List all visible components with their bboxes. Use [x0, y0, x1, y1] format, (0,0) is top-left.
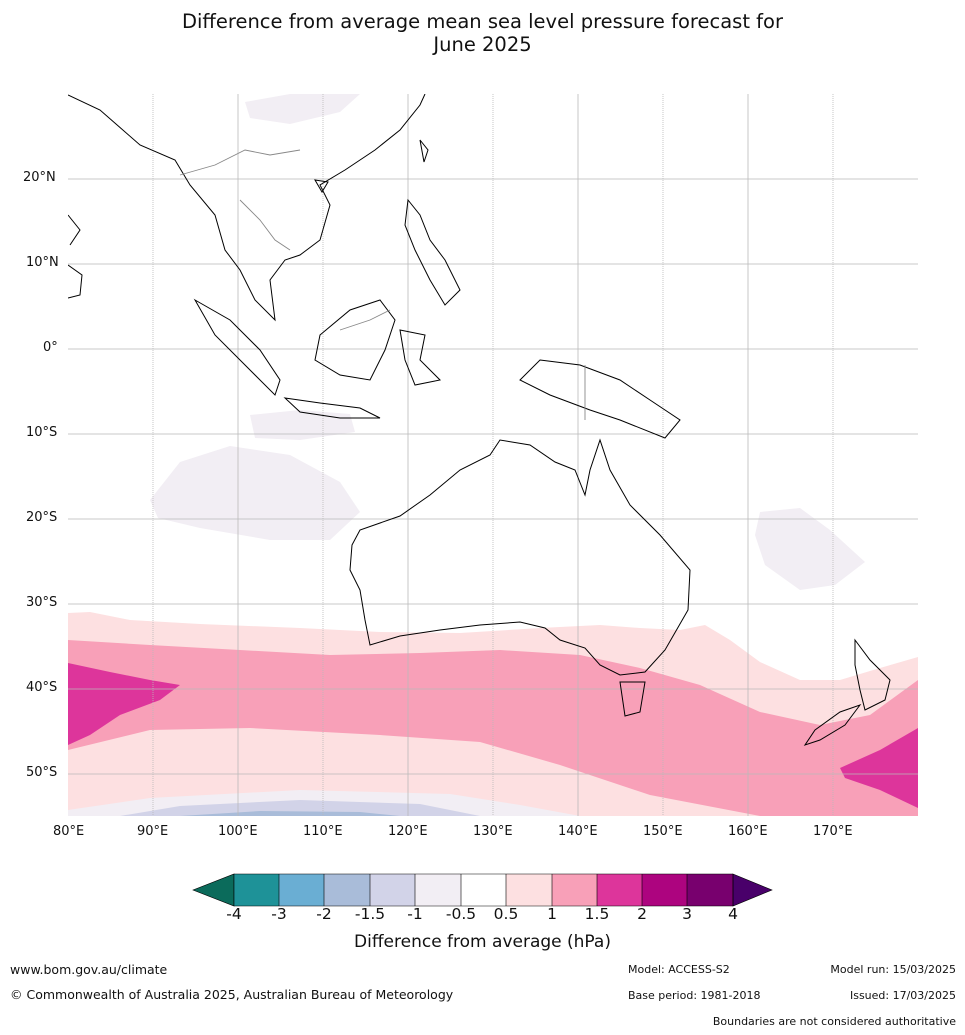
- bom-url-link[interactable]: www.bom.gov.au/climate: [10, 962, 168, 977]
- colorbar-tick-label: 1: [547, 905, 557, 923]
- hainan-coast: [314, 179, 329, 193]
- lon-tick-label: 120°E: [388, 824, 428, 839]
- colorbar-bin: [687, 874, 733, 906]
- colorbar-tick-label: 1.5: [584, 905, 610, 923]
- colorbar-tick-label: -0.5: [445, 905, 477, 923]
- model-run-text: Model run: 15/03/2025: [830, 963, 956, 976]
- colorbar-tick-label: -2: [316, 905, 332, 923]
- lon-tick-label: 160°E: [728, 824, 768, 839]
- lat-tick-label: 0°: [43, 340, 58, 355]
- lon-tick-label: 100°E: [218, 824, 258, 839]
- tasmania-coast: [619, 681, 646, 717]
- model-text: Model: ACCESS-S2: [628, 963, 730, 976]
- anomaly-neg15-southwest: [180, 811, 400, 816]
- india-coast: [68, 214, 81, 246]
- lat-tick-label: 20°N: [23, 170, 56, 185]
- lon-tick-label: 80°E: [53, 824, 85, 839]
- disclaimer-text: Boundaries are not considered authoritat…: [712, 1015, 956, 1028]
- colorbar-bin: [552, 874, 597, 906]
- colorbar-tick-label: 3: [682, 905, 692, 923]
- colorbar-tick-label: 2: [637, 905, 647, 923]
- colorbar-title: Difference from average (hPa): [354, 932, 611, 952]
- taiwan-coast: [419, 139, 429, 163]
- country-borders: [179, 149, 586, 420]
- colorbar-bin: [415, 874, 461, 906]
- asia-coast: [68, 94, 426, 322]
- lon-tick-label: 150°E: [643, 824, 683, 839]
- colorbar-tick-label: -3: [271, 905, 287, 923]
- colorbar-bin: [370, 874, 415, 906]
- colorbar-low-extend: [192, 873, 235, 907]
- lon-tick-label: 110°E: [303, 824, 343, 839]
- colorbar: [192, 873, 773, 907]
- copyright-text: © Commonwealth of Australia 2025, Austra…: [10, 987, 454, 1002]
- map-title: Difference from average mean sea level p…: [0, 10, 965, 56]
- coastlines: [68, 94, 891, 746]
- colorbar-high-extend: [732, 873, 773, 907]
- lat-tick-label: 30°S: [26, 595, 58, 610]
- colorbar-bin: [324, 874, 370, 906]
- colorbar-tick-label: -1.5: [354, 905, 386, 923]
- java-coast: [283, 397, 381, 419]
- lon-tick-label: 170°E: [813, 824, 853, 839]
- anomaly-neg05-coral-sea: [755, 508, 865, 590]
- lat-tick-label: 10°S: [26, 425, 58, 440]
- australia-coast: [349, 438, 691, 676]
- lon-tick-label: 90°E: [137, 824, 169, 839]
- lat-tick-label: 40°S: [26, 680, 58, 695]
- colorbar-bin: [234, 874, 279, 906]
- anomaly-neg1-southwest: [120, 800, 480, 816]
- anomaly-15-west: [68, 663, 180, 745]
- graticule: [68, 94, 918, 816]
- colorbar-tick-label: 0.5: [493, 905, 519, 923]
- sri-lanka-coast: [68, 264, 83, 299]
- sumatra-coast: [193, 298, 281, 396]
- lon-tick-label: 140°E: [558, 824, 598, 839]
- anomaly-neg05-china: [245, 94, 360, 124]
- lat-tick-label: 20°S: [26, 510, 58, 525]
- colorbar-bin: [642, 874, 687, 906]
- colorbar-bin: [597, 874, 642, 906]
- anomaly-15-east: [840, 728, 918, 808]
- new-zealand-south: [803, 703, 862, 746]
- issued-text: Issued: 17/03/2025: [849, 989, 956, 1002]
- colorbar-tick-label: -1: [407, 905, 423, 923]
- title-line-1: Difference from average mean sea level p…: [182, 10, 783, 33]
- colorbar-tick-label: -4: [226, 905, 242, 923]
- colorbar-bin: [279, 874, 324, 906]
- philippines-coast: [404, 198, 461, 306]
- anomaly-neg05-indian-ocean: [150, 446, 360, 540]
- colorbar-tick-label: 4: [728, 905, 738, 923]
- title-line-2: June 2025: [433, 33, 532, 56]
- sulawesi-coast: [399, 329, 442, 386]
- new-zealand-north: [854, 638, 891, 711]
- colorbar-bin: [506, 874, 552, 906]
- borneo-coast: [314, 299, 396, 381]
- lon-tick-label: 130°E: [473, 824, 513, 839]
- colorbar-bin: [461, 874, 506, 906]
- anomaly-neg05-java: [250, 410, 355, 440]
- base-period-text: Base period: 1981-2018: [628, 989, 761, 1002]
- lat-tick-label: 10°N: [26, 255, 59, 270]
- new-guinea-coast: [519, 359, 681, 439]
- lat-tick-label: 50°S: [26, 765, 58, 780]
